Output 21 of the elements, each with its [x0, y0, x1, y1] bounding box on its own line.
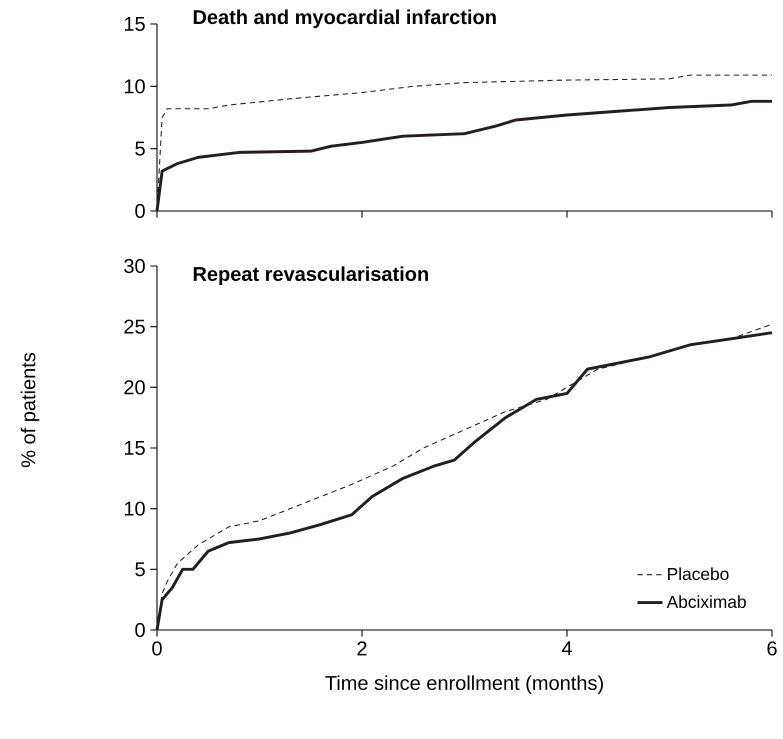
- y-tick-label: 20: [124, 380, 145, 394]
- y-tick-label: 0: [135, 204, 145, 218]
- y-tick-label: 10: [124, 79, 145, 94]
- legend-label: Placebo: [668, 567, 729, 580]
- y-tick-label: 15: [124, 17, 145, 31]
- x-tick-label: 0: [152, 641, 162, 656]
- x-tick-label: 2: [357, 641, 367, 656]
- y-tick-label: 10: [124, 502, 145, 516]
- chart-title: Death and myocardial infarction: [194, 9, 496, 28]
- x-tick-label: 4: [562, 641, 572, 656]
- y-tick-label: 25: [124, 320, 145, 334]
- x-axis-title: Time since enrollment (months): [325, 675, 603, 694]
- y-tick-label: 5: [135, 142, 145, 156]
- legend-label: Abciximab: [666, 595, 746, 608]
- y-tick-label: 15: [124, 441, 145, 455]
- y-tick-label: 5: [135, 562, 145, 576]
- y-tick-label: 0: [135, 622, 145, 638]
- y-axis-title: % of patients: [20, 352, 40, 468]
- chart-title: Repeat revascularisation: [194, 266, 428, 285]
- x-tick-label: 6: [767, 641, 777, 656]
- y-tick-label: 30: [124, 258, 145, 274]
